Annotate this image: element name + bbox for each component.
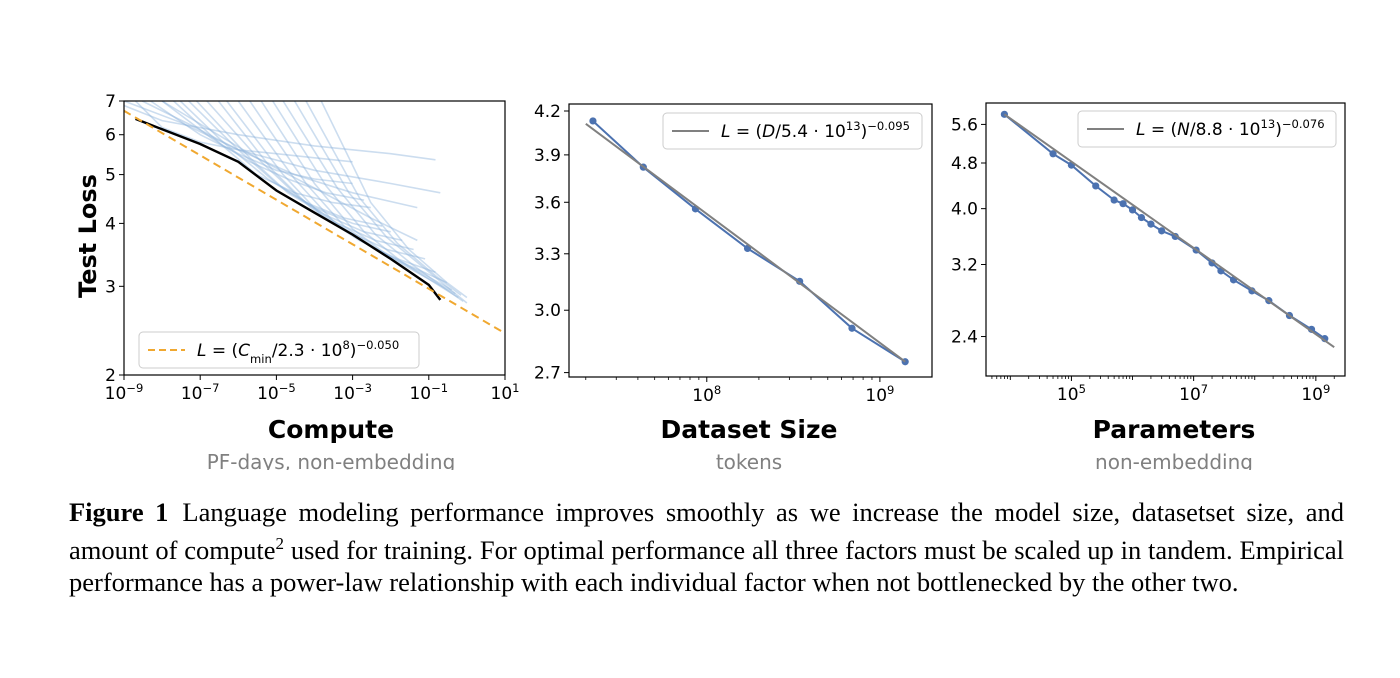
y-tick-label: 4.8 (951, 154, 978, 174)
data-point-8 (1137, 213, 1146, 222)
y-tick-label: 5.6 (951, 115, 978, 135)
plot-area (1000, 110, 1335, 349)
chart-panel-3: 2.4 3.2 4.0 4.8 5.6 105 107 109 L = (N/8.8 · 101… (951, 102, 1346, 470)
training-curve-4 (141, 101, 418, 209)
x-tick-label: 105 (1057, 382, 1086, 405)
training-curve-9 (179, 101, 383, 227)
data-point-5 (796, 277, 804, 285)
x-axis-label: Dataset Size (660, 415, 837, 444)
x-tick-label: 10−9 (105, 381, 144, 404)
data-point-7 (1128, 206, 1137, 214)
y-tick-label: 2 (105, 366, 116, 386)
x-tick-label: 108 (692, 383, 721, 406)
y-tick-label: 6 (105, 126, 116, 146)
training-curve-13 (217, 101, 426, 260)
legend-label: L = (Cmin/2.3 · 108)−0.050 (197, 338, 399, 366)
data-point-10 (1158, 227, 1166, 235)
training-curve-12 (206, 101, 414, 251)
x-tick-label: 107 (1179, 382, 1208, 405)
caption-text-rest: used for training. For optimal performan… (69, 534, 1345, 597)
x-axis-label: Parameters (1093, 415, 1256, 444)
y-tick-label: 7 (105, 92, 116, 112)
figure-caption: Figure 1 Language modeling performance im… (69, 496, 1344, 598)
training-curve-2 (124, 101, 441, 194)
figure: 2 3 4 5 6 7 10−9 10−7 10−5 10−3 10−1 101 L = (Cmin/2… (74, 92, 1346, 470)
y-tick-label: 3 (105, 277, 116, 297)
legend-label: L = (D/5.4 · 1013)−0.095 (721, 119, 910, 142)
caption-label: Figure 1 (69, 497, 169, 527)
training-curve-6 (161, 101, 365, 201)
y-tick-label: 4.0 (951, 200, 978, 220)
training-curve-10 (188, 101, 391, 233)
legend-box (1077, 110, 1337, 148)
x-tick-label: 10−1 (409, 381, 448, 404)
axes-frame (568, 103, 933, 378)
training-curve-18 (272, 101, 459, 299)
y-tick-label: 2.4 (951, 328, 978, 348)
fit-line (124, 109, 505, 335)
training-curve-3 (134, 101, 353, 163)
data-point-1 (589, 117, 597, 125)
training-curve-1 (124, 104, 436, 161)
x-tick-label: 10−7 (181, 381, 220, 404)
y-tick-label: 2.7 (534, 364, 561, 384)
caption-footnote: 2 (275, 534, 284, 553)
y-tick-label: 5 (105, 166, 116, 186)
x-tick-label: 10−3 (333, 381, 372, 404)
data-point-2 (1049, 150, 1057, 158)
data-point-6 (848, 324, 856, 332)
training-curve-21 (305, 101, 462, 296)
training-curve-11 (195, 101, 403, 242)
training-curve-17 (260, 101, 456, 295)
data-point-4 (1092, 182, 1100, 190)
plot-area (585, 117, 909, 366)
legend: L = (D/5.4 · 1013)−0.095 (662, 112, 923, 150)
x-tick-label: 109 (865, 383, 894, 406)
chart-panel-2: 2.7 3.0 3.3 3.6 3.9 4.2 108 109 L = (D/5.4 · 101… (534, 102, 933, 470)
x-axis-sublabel: non-embedding (1095, 450, 1253, 470)
training-curve-16 (249, 101, 453, 291)
training-curve-7 (161, 101, 418, 242)
compute-frontier-line (135, 117, 442, 301)
training-curve-8 (173, 101, 371, 209)
axes-frame (985, 102, 1346, 377)
y-axis-label: Test Loss (74, 174, 102, 298)
x-axis-sublabel: PF-days, non-embedding (207, 450, 456, 470)
fit-line (1003, 113, 1335, 349)
x-axis-sublabel: tokens (716, 450, 782, 470)
fit-line (585, 122, 906, 363)
legend-box (662, 112, 923, 150)
y-tick-label: 4.2 (534, 102, 561, 122)
x-axis-label: Compute (268, 415, 394, 444)
legend: L = (N/8.8 · 1013)−0.076 (1077, 110, 1337, 148)
legend-label: L = (N/8.8 · 1013)−0.076 (1136, 117, 1325, 140)
training-curve-19 (282, 101, 464, 303)
y-tick-label: 3.2 (951, 256, 978, 276)
x-tick-label: 101 (491, 381, 520, 404)
y-tick-label: 3.9 (534, 146, 561, 166)
legend: L = (Cmin/2.3 · 108)−0.050 (138, 331, 420, 369)
y-tick-label: 3.0 (534, 301, 561, 321)
x-tick-label: 10−5 (257, 381, 296, 404)
training-curve-22 (320, 101, 468, 299)
data-point-5 (1110, 196, 1118, 204)
caption-text: Language modeling performance improves s… (69, 497, 1344, 565)
x-tick-label: 109 (1301, 382, 1330, 405)
data-point-6 (1119, 200, 1127, 208)
data-point-9 (1147, 220, 1155, 228)
plot-area (124, 101, 505, 335)
legend-box (138, 331, 420, 369)
data-point-16 (1248, 287, 1256, 295)
chart-panel-1: 2 3 4 5 6 7 10−9 10−7 10−5 10−3 10−1 101 L = (Cmin/2… (74, 92, 520, 470)
y-tick-label: 3.6 (534, 193, 561, 213)
y-tick-label: 4 (105, 214, 116, 234)
axes-frame (123, 100, 506, 376)
training-curve-5 (150, 101, 353, 185)
training-curve-20 (293, 101, 468, 304)
y-tick-label: 3.3 (534, 245, 561, 265)
